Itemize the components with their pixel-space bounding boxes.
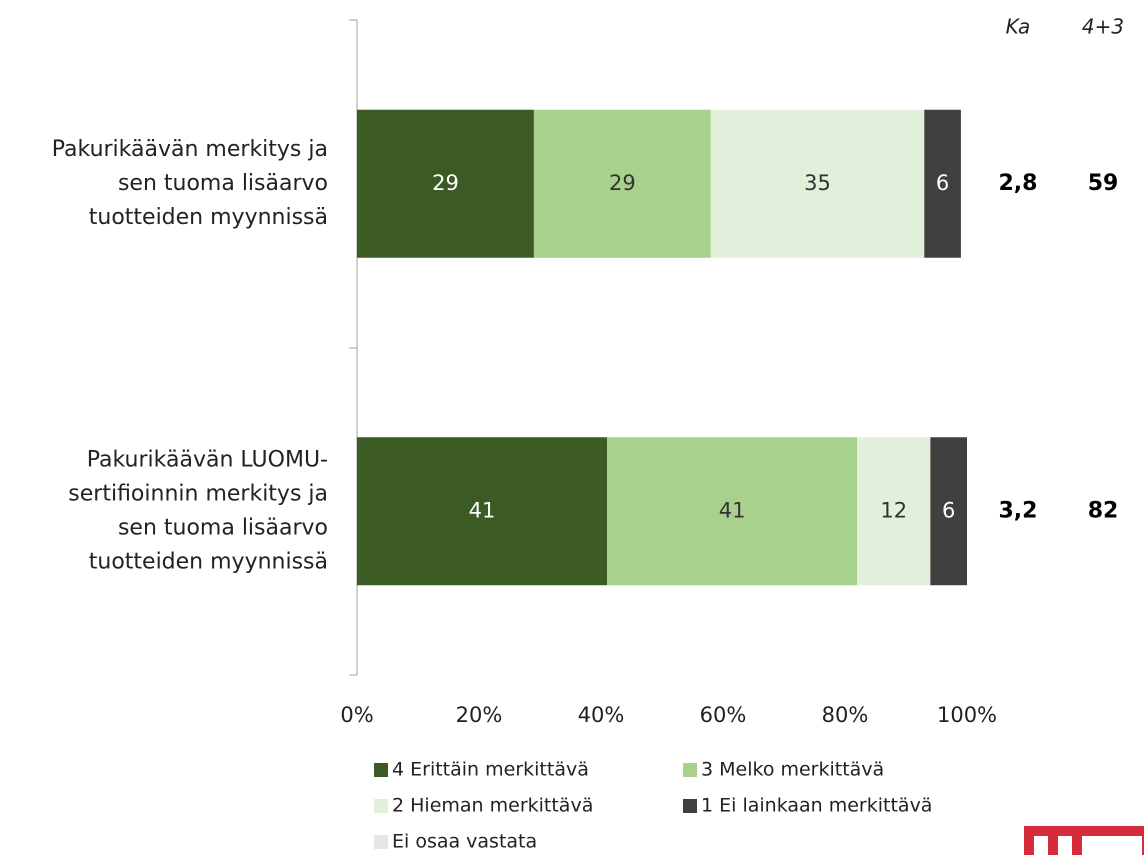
legend-swatch: [374, 763, 388, 777]
column-value: 82: [1088, 498, 1119, 523]
column-value: 59: [1088, 171, 1119, 196]
legend-swatch: [374, 799, 388, 813]
category-label: sen tuoma lisäarvo: [118, 171, 328, 196]
legend-label: 3 Melko merkittävä: [701, 759, 884, 781]
logo: [1024, 826, 1144, 855]
x-tick-label: 100%: [937, 703, 997, 727]
category-label: sertifioinnin merkitys ja: [68, 481, 328, 506]
legend-swatch: [683, 799, 697, 813]
column-value: 3,2: [999, 498, 1038, 523]
data-label: 35: [804, 171, 831, 195]
bar-segment: [924, 109, 961, 258]
data-label: 6: [942, 498, 955, 522]
x-tick-label: 20%: [456, 703, 503, 727]
legend-label: 2 Hieman merkittävä: [392, 795, 593, 817]
x-tick-label: 60%: [700, 703, 747, 727]
bar-segment: [357, 109, 534, 258]
category-label: sen tuoma lisäarvo: [118, 515, 328, 540]
data-label: 41: [719, 498, 746, 522]
bar-segment: [357, 437, 608, 586]
data-label: 41: [469, 498, 496, 522]
data-label: 29: [432, 171, 459, 195]
legend-swatch: [374, 835, 388, 849]
category-label: tuotteiden myynnissä: [89, 205, 328, 230]
column-header: 4+3: [1082, 15, 1124, 39]
category-label: Pakurikäävän merkitys ja: [52, 137, 328, 162]
bar-segment: [533, 109, 711, 258]
bar-segment: [857, 437, 931, 586]
bar-segment: [930, 437, 967, 586]
data-label: 29: [609, 171, 636, 195]
column-value: 2,8: [999, 171, 1038, 196]
legend-swatch: [683, 763, 697, 777]
x-tick-label: 0%: [340, 703, 373, 727]
legend-label: 4 Erittäin merkittävä: [392, 759, 589, 781]
legend-label: Ei osaa vastata: [392, 831, 537, 853]
bar-segment: [710, 109, 925, 258]
legend-label: 1 Ei lainkaan merkittävä: [701, 795, 932, 817]
data-label: 12: [880, 498, 907, 522]
x-tick-label: 80%: [822, 703, 869, 727]
column-header: Ka: [1006, 15, 1031, 39]
x-tick-label: 40%: [578, 703, 625, 727]
category-label: Pakurikäävän LUOMU-: [87, 447, 328, 472]
bar-segment: [607, 437, 858, 586]
category-label: tuotteiden myynnissä: [89, 549, 328, 574]
data-label: 6: [936, 171, 949, 195]
